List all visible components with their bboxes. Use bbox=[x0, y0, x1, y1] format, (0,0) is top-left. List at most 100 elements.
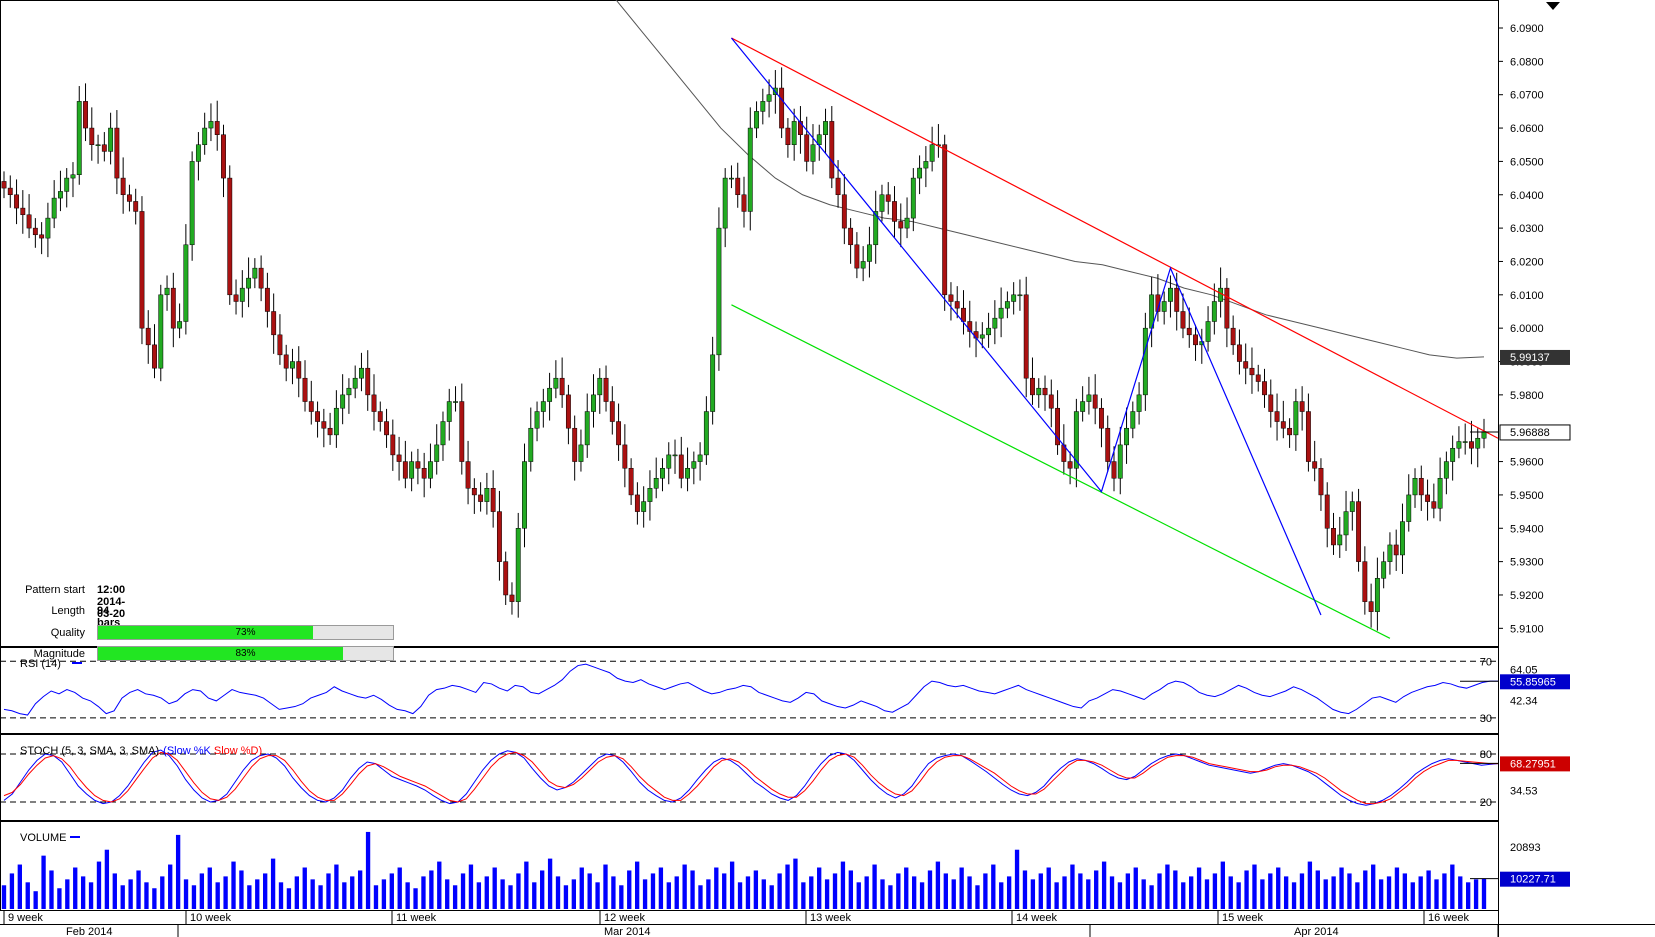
candle-up bbox=[998, 307, 1004, 319]
volume-bar bbox=[587, 873, 592, 909]
volume-bar bbox=[350, 876, 355, 909]
candle-up bbox=[1343, 511, 1349, 536]
pattern-trendlines bbox=[730, 37, 1499, 639]
candle-up bbox=[1443, 461, 1449, 479]
candle-down bbox=[221, 134, 226, 179]
candle-down bbox=[315, 411, 320, 422]
candle-down bbox=[798, 121, 803, 135]
volume-bar bbox=[761, 879, 766, 909]
candle-down bbox=[948, 294, 954, 302]
price-tick-label: 6.0100 bbox=[1510, 290, 1544, 302]
price-y-axis: 6.0900 6.0800 6.0700 6.0600 6.0500 6.0400 6.03… bbox=[1498, 23, 1544, 635]
candle-down bbox=[1305, 411, 1311, 462]
volume-bar bbox=[1220, 861, 1225, 909]
stoch-side-labels: 68.27951 34.53 bbox=[1460, 756, 1570, 797]
candle-down bbox=[26, 214, 32, 229]
candle-up bbox=[697, 454, 703, 462]
volume-bar bbox=[658, 867, 664, 909]
volume-bar bbox=[452, 885, 458, 909]
volume-bar bbox=[1149, 885, 1154, 909]
candle-up bbox=[158, 294, 164, 369]
candle-down bbox=[459, 401, 465, 462]
candle-up bbox=[578, 444, 584, 462]
volume-bar bbox=[247, 885, 252, 909]
volume-bar bbox=[1228, 876, 1233, 909]
price-tags: 5.99137 5.96888 bbox=[1470, 349, 1571, 441]
candle-down bbox=[365, 367, 371, 396]
candle-down bbox=[1262, 381, 1267, 396]
candle-up bbox=[428, 461, 433, 479]
volume-bar bbox=[468, 864, 474, 909]
candle-down bbox=[39, 234, 45, 239]
volume-bar bbox=[476, 882, 482, 909]
moving-average-line bbox=[615, 0, 1485, 359]
volume-bar bbox=[33, 891, 38, 909]
candle-up bbox=[484, 488, 490, 502]
volume-bar bbox=[840, 861, 846, 909]
candle-up bbox=[873, 211, 879, 246]
volume-side-label: 10227.71 bbox=[1470, 871, 1570, 887]
candle-up bbox=[722, 177, 728, 229]
candle-up bbox=[434, 444, 440, 462]
price-tick-label: 5.9800 bbox=[1510, 390, 1544, 402]
pattern-start-value: 12:00 2014-03-20 bbox=[97, 584, 126, 620]
candle-down bbox=[1249, 367, 1255, 376]
candle-down bbox=[1318, 467, 1324, 496]
volume-bar bbox=[1363, 870, 1368, 909]
candle-up bbox=[1211, 301, 1217, 322]
pattern-start-label: Pattern start bbox=[25, 584, 85, 596]
volume-bar bbox=[1, 885, 7, 909]
volume-bar bbox=[112, 873, 117, 909]
volume-bar bbox=[278, 882, 284, 909]
volume-bar bbox=[460, 873, 466, 909]
candle-up bbox=[1136, 394, 1142, 412]
candle-down bbox=[1418, 477, 1424, 496]
chevron-down-icon[interactable] bbox=[1546, 2, 1560, 10]
time-axis: 9 week 10 week 11 week 12 week 13 week 14 wee… bbox=[3, 910, 1499, 937]
week-label: 16 week bbox=[1428, 912, 1469, 924]
ma-price-tag: 5.99137 bbox=[1500, 349, 1570, 365]
volume-bar bbox=[801, 882, 806, 909]
rsi-side-label: 55.85965 bbox=[1460, 674, 1570, 690]
volume-bar bbox=[777, 873, 782, 909]
volume-bar bbox=[492, 867, 497, 909]
week-label: 9 week bbox=[8, 912, 43, 924]
quality-bar-fill bbox=[98, 626, 314, 639]
last-price-tag: 5.96888 bbox=[1470, 424, 1571, 441]
candle-up bbox=[553, 377, 559, 389]
candle-down bbox=[967, 321, 973, 332]
volume-bar bbox=[555, 876, 561, 909]
candle-up bbox=[1400, 521, 1405, 556]
volume-bar bbox=[57, 888, 62, 909]
volume-bar bbox=[904, 867, 909, 909]
svg-text:5.96888: 5.96888 bbox=[1510, 427, 1550, 439]
volume-bar bbox=[373, 885, 379, 909]
volume-bar bbox=[1323, 879, 1328, 909]
candle-down bbox=[133, 201, 139, 212]
candle-up bbox=[1374, 578, 1380, 612]
candle-up bbox=[860, 261, 866, 269]
candle-down bbox=[954, 301, 960, 309]
candle-down bbox=[1193, 334, 1198, 346]
volume-bar bbox=[80, 876, 86, 909]
candle-down bbox=[1067, 461, 1073, 469]
volume-bar bbox=[152, 888, 157, 909]
candle-up bbox=[917, 167, 923, 179]
candle-up bbox=[591, 394, 596, 412]
volume-bar bbox=[1331, 876, 1336, 909]
candle-up bbox=[1124, 427, 1129, 446]
stoch-legend-d: Slow %D bbox=[214, 745, 259, 757]
candle-down bbox=[120, 177, 126, 196]
volume-bar bbox=[1481, 878, 1487, 909]
volume-bar bbox=[848, 870, 854, 909]
week-label: 13 week bbox=[810, 912, 851, 924]
candle-up bbox=[1381, 561, 1387, 579]
volume-bar bbox=[927, 870, 933, 909]
volume-bar bbox=[1402, 873, 1408, 909]
candle-up bbox=[1406, 494, 1412, 522]
candle-down bbox=[509, 594, 515, 602]
volume-bar bbox=[1189, 876, 1194, 909]
candle-down bbox=[1356, 501, 1362, 562]
volume-bar bbox=[104, 849, 110, 909]
